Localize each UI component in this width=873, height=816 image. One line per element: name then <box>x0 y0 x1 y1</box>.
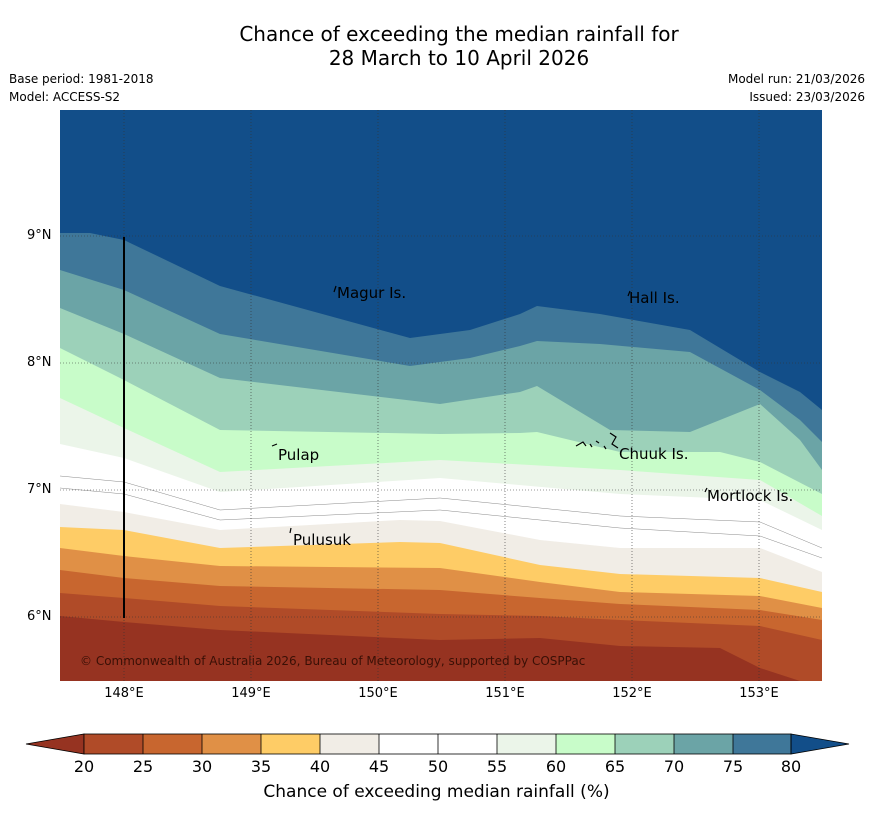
place-chuuk: Chuuk Is. <box>619 445 689 463</box>
lat-label-8n: 8°N <box>27 355 52 370</box>
colorbar-tick: 25 <box>132 757 154 776</box>
lon-label-149e: 149°E <box>231 686 271 701</box>
lat-label-9n: 9°N <box>27 228 52 243</box>
colorbar-45-50 <box>379 734 438 754</box>
colorbar-30-35 <box>202 734 261 754</box>
place-magur: Magur Is. <box>337 284 407 302</box>
pulusuk-island-marker <box>289 527 292 534</box>
model-run: Model run: 21/03/2026 <box>727 72 865 86</box>
lat-label-6n: 6°N <box>27 609 52 624</box>
place-mortlock: Mortlock Is. <box>707 487 794 505</box>
colorbar-tick: 45 <box>368 757 390 776</box>
place-pulap: Pulap <box>278 446 320 464</box>
colorbar-tick: 35 <box>250 757 272 776</box>
meta-right: Model run: 21/03/2026 Issued: 23/03/2026 <box>728 70 865 106</box>
colorbar-tick: 55 <box>486 757 508 776</box>
colorbar-tick: 60 <box>545 757 567 776</box>
island-markers <box>271 285 708 534</box>
title-line-2: 28 March to 10 April 2026 <box>328 46 590 70</box>
copyright-notice: © Commonwealth of Australia 2026, Bureau… <box>80 654 586 668</box>
colorbar-tick: 50 <box>427 757 449 776</box>
lon-label-152e: 152°E <box>612 686 652 701</box>
mortlock-island-marker <box>704 487 708 493</box>
colorbar-tick: 20 <box>73 757 95 776</box>
colorbar <box>25 733 850 755</box>
colorbar-tick: 30 <box>191 757 213 776</box>
pulap-island-marker <box>271 443 278 447</box>
colorbar-tick: 65 <box>604 757 626 776</box>
colorbar-label: Chance of exceeding median rainfall (%) <box>263 782 610 802</box>
band-below-20 <box>60 616 800 681</box>
colorbar-75-80 <box>733 734 791 754</box>
colorbar-tick: 80 <box>780 757 802 776</box>
colorbar-65-70 <box>615 734 674 754</box>
map-title: Chance of exceeding the median rainfall … <box>0 22 873 70</box>
colorbar-tick: 75 <box>722 757 744 776</box>
base-period: Base period: 1981-2018 <box>9 72 154 86</box>
map-area <box>60 110 822 681</box>
colorbar-50-55 <box>438 734 497 754</box>
lon-label-150e: 150°E <box>358 686 398 701</box>
colorbar-35-40 <box>261 734 320 754</box>
colorbar-tick: 40 <box>309 757 331 776</box>
lon-label-151e: 151°E <box>485 686 525 701</box>
model-name: Model: ACCESS-S2 <box>9 90 121 104</box>
colorbar-55-60 <box>497 734 556 754</box>
colorbar-60-65 <box>556 734 615 754</box>
hall-island-marker <box>627 290 631 297</box>
colorbar-70-75 <box>674 734 733 754</box>
lon-label-148e: 148°E <box>104 686 144 701</box>
lat-label-7n: 7°N <box>27 482 52 497</box>
colorbar-below-20 <box>25 733 85 755</box>
title-line-1: Chance of exceeding the median rainfall … <box>239 22 679 46</box>
colorbar-tick: 70 <box>663 757 685 776</box>
colorbar-above-80 <box>790 733 850 755</box>
meta-left: Base period: 1981-2018 Model: ACCESS-S2 <box>9 70 154 106</box>
colorbar-frame <box>83 733 792 755</box>
colorbar-40-45 <box>320 734 379 754</box>
place-pulusuk: Pulusuk <box>293 531 351 549</box>
colorbar-20-25 <box>84 734 143 754</box>
colorbar-dividers <box>142 734 734 754</box>
place-hall: Hall Is. <box>629 289 680 307</box>
colorbar-25-30 <box>143 734 202 754</box>
chuuk-island-marker <box>575 432 619 450</box>
magur-island-marker <box>333 285 337 293</box>
issued-date: Issued: 23/03/2026 <box>749 90 865 104</box>
lon-label-153e: 153°E <box>739 686 779 701</box>
